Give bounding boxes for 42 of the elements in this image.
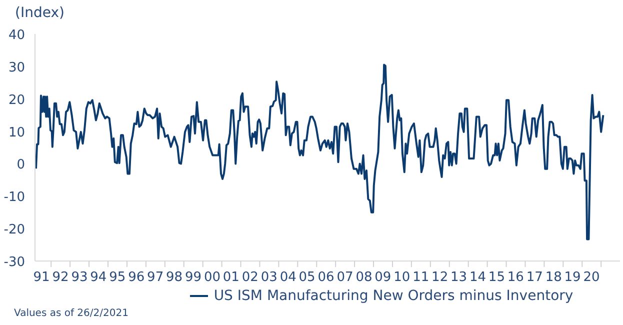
line-series <box>35 64 604 240</box>
x-tick-label: 97 <box>147 270 164 285</box>
x-tick-label: 04 <box>280 270 296 285</box>
x-tick-label: 91 <box>33 270 50 285</box>
x-tick-label: 96 <box>128 270 145 285</box>
x-tick-label: 98 <box>166 270 183 285</box>
x-tick-label: 05 <box>298 270 316 285</box>
x-tick-label: 19 <box>564 270 581 285</box>
y-tick-label: -20 <box>4 222 25 238</box>
x-tick-label: 00 <box>204 270 221 285</box>
x-tick-label: 15 <box>488 270 505 285</box>
x-tick-label: 13 <box>450 270 468 285</box>
x-tick-label: 02 <box>242 270 258 285</box>
y-tick-label: -30 <box>4 255 25 270</box>
y-tick-label: -10 <box>4 190 25 206</box>
x-tick-label: 94 <box>90 270 107 285</box>
x-tick-label: 01 <box>222 270 240 285</box>
x-tick-label: 92 <box>52 270 69 285</box>
y-tick-label: 30 <box>8 60 25 76</box>
x-tick-label: 12 <box>432 270 448 285</box>
x-tick-label: 16 <box>507 270 524 285</box>
text: Values as of 26/2/2021 <box>14 308 128 319</box>
y-axis-title: (Index) <box>15 5 64 21</box>
x-tick-label: 10 <box>394 270 410 285</box>
x-tick-label: 07 <box>336 270 354 285</box>
legend-label: US ISM Manufacturing New Orders minus Inventory <box>214 288 574 304</box>
x-tick-label: 09 <box>374 270 392 285</box>
x-tick-label: 06 <box>318 270 334 285</box>
y-tick-label: 0 <box>16 158 25 173</box>
x-tick-label: 99 <box>184 270 202 285</box>
x-tick-label: 17 <box>526 270 543 285</box>
x-tick-label: 18 <box>545 270 562 285</box>
x-tick-label: 95 <box>109 270 126 285</box>
y-tick-label: 40 <box>8 28 25 43</box>
y-tick-label: 20 <box>8 92 25 108</box>
x-tick-label: 14 <box>469 270 486 285</box>
x-tick-label: 03 <box>260 270 278 285</box>
x-tick-label: 93 <box>71 270 88 285</box>
x-tick-label: 08 <box>356 270 372 285</box>
x-tick-label: 11 <box>412 270 430 285</box>
y-tick-label: 10 <box>8 125 25 140</box>
x-tick-label: 20 <box>583 270 600 285</box>
